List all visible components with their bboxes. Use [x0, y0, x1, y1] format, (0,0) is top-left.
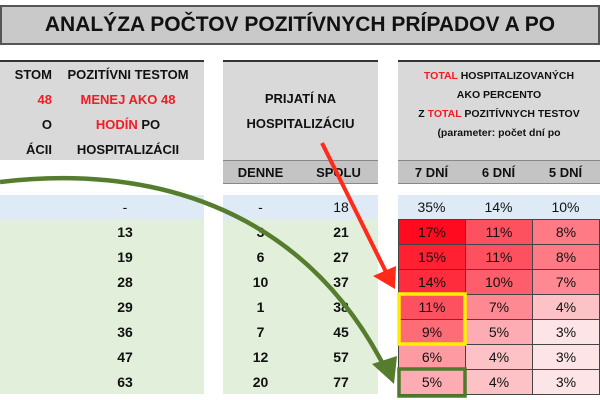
heatmap-cell: 8%: [532, 219, 600, 245]
col2-line: HOSPITALIZÁCII: [76, 142, 180, 157]
denne-value: 1: [256, 298, 265, 315]
table-row: 12 57: [223, 344, 378, 369]
table-row: 29: [0, 294, 204, 319]
header-line: HOSPITALIZÁCIU: [246, 116, 355, 131]
positive-count: 28: [117, 273, 133, 290]
yellow-highlight-box: [397, 292, 467, 346]
page-title: ANALÝZA POČTOV POZITÍVNYCH PRÍPADOV A PO: [0, 5, 600, 45]
denne-value: 6: [256, 248, 265, 265]
positive-count: 19: [117, 248, 133, 265]
col2-word: HODÍN: [95, 117, 138, 132]
header-line: (parameter: počet dní po: [437, 127, 561, 139]
left-header: STOM 48 O ÁCII POZITÍVNI TESTOM MENEJ AK…: [0, 60, 204, 160]
col1-line: ÁCII: [26, 142, 52, 157]
col-6-days: 6 DNÍ: [481, 165, 516, 180]
table-row: 36: [0, 319, 204, 344]
table-row: 10 37: [223, 269, 378, 294]
header-word: TOTAL: [423, 70, 458, 82]
green-arrow: [0, 175, 389, 372]
spolu-value: 45: [333, 323, 349, 340]
heatmap-cell: 8%: [532, 244, 600, 270]
header-word: POZITÍVNYCH TESTOV: [464, 108, 580, 120]
col1-line: 48: [37, 92, 52, 107]
denne-value: 7: [256, 323, 265, 340]
percent-cell: 14%: [484, 199, 513, 215]
middle-header: PRIJATÍ NA HOSPITALIZÁCIU: [223, 60, 378, 160]
denne-value: 20: [252, 373, 269, 390]
denne-value: 12: [252, 348, 269, 365]
heatmap-cell: 15%: [398, 244, 466, 270]
col-7-days: 7 DNÍ: [414, 165, 449, 180]
green-arrowhead: [372, 356, 397, 384]
percent-cell: 10%: [551, 199, 580, 215]
positive-count: 36: [117, 323, 133, 340]
heatmap-cell: 9%: [398, 319, 466, 345]
table-row: 63: [0, 369, 204, 394]
spolu-value: 18: [333, 199, 349, 215]
header-word: TOTAL: [427, 108, 462, 120]
page-title-text: ANALÝZA POČTOV POZITÍVNYCH PRÍPADOV A PO: [44, 13, 556, 36]
red-arrow: [320, 142, 390, 277]
positive-count: 13: [117, 223, 133, 240]
table-row: 20 77: [223, 369, 378, 394]
heatmap-cell: 3%: [532, 319, 600, 345]
positive-count: 47: [117, 348, 133, 365]
spolu-value: 57: [333, 348, 349, 365]
heatmap-cell: 7%: [465, 294, 533, 320]
right-subheader: 7 DNÍ 6 DNÍ 5 DNÍ: [398, 160, 600, 184]
heatmap-cell: 5%: [398, 369, 466, 395]
denne-value: 10: [252, 273, 269, 290]
denne-value: -: [258, 199, 263, 215]
right-header: TOTAL HOSPITALIZOVANÝCH AKO PERCENTO Z T…: [398, 60, 600, 160]
red-arrowhead: [373, 266, 396, 289]
col2-line: POZITÍVNI TESTOM: [67, 67, 189, 82]
table-row: -: [0, 195, 204, 219]
heatmap-cell: 3%: [532, 369, 600, 395]
heatmap-cell: 3%: [532, 344, 600, 370]
table-row: 35% 14% 10%: [398, 195, 600, 219]
spolu-value: 21: [333, 223, 349, 240]
col-5-days: 5 DNÍ: [548, 165, 583, 180]
spolu-value: 77: [333, 373, 349, 390]
positive-count: 29: [117, 298, 133, 315]
table-row: 19: [0, 244, 204, 269]
table-row: 28: [0, 269, 204, 294]
col2-word: PO: [141, 117, 161, 132]
heatmap-cell: 10%: [465, 269, 533, 295]
table-row: 13: [0, 219, 204, 244]
col1-line: O: [41, 117, 52, 132]
positive-count: -: [122, 199, 128, 215]
heatmap-cell: 11%: [465, 244, 533, 270]
col2-line: MENEJ AKO 48: [80, 92, 176, 107]
header-line: AKO PERCENTO: [456, 89, 542, 101]
percent-cell: 35%: [417, 199, 446, 215]
col-denne: DENNE: [237, 165, 284, 180]
spolu-value: 27: [333, 248, 349, 265]
heatmap-cell: 17%: [398, 219, 466, 245]
green-highlight-box: [397, 367, 467, 398]
spolu-value: 37: [333, 273, 349, 290]
positive-count: 63: [117, 373, 133, 390]
header-line: PRIJATÍ NA: [264, 91, 337, 106]
table-row: 7 45: [223, 319, 378, 344]
heatmap-cell: 11%: [465, 219, 533, 245]
col1-line: STOM: [14, 67, 52, 82]
header-word: HOSPITALIZOVANÝCH: [460, 70, 575, 82]
header-word: Z: [418, 108, 425, 120]
table-row: 47: [0, 344, 204, 369]
